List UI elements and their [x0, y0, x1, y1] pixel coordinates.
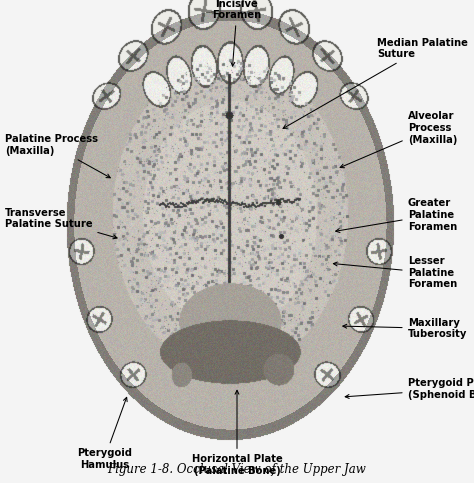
Text: Incisive
Foramen: Incisive Foramen	[212, 0, 262, 66]
Text: Greater
Palatine
Foramen: Greater Palatine Foramen	[336, 199, 457, 232]
Text: Transverse
Palatine Suture: Transverse Palatine Suture	[5, 208, 117, 239]
Text: Figure 1-8. Occlusal View of the Upper Jaw: Figure 1-8. Occlusal View of the Upper J…	[108, 463, 366, 476]
Text: Maxillary
Tuberosity: Maxillary Tuberosity	[343, 318, 467, 339]
Text: Median Palatine
Suture: Median Palatine Suture	[283, 38, 468, 128]
Text: Lesser
Palatine
Foramen: Lesser Palatine Foramen	[333, 256, 457, 289]
Text: Palatine Process
(Maxilla): Palatine Process (Maxilla)	[5, 134, 110, 178]
Text: Horizontal Plate
(Palatine Bone): Horizontal Plate (Palatine Bone)	[191, 390, 283, 476]
Text: Alveolar
Process
(Maxilla): Alveolar Process (Maxilla)	[340, 112, 457, 168]
Text: Pterygoid
Hamulus: Pterygoid Hamulus	[77, 398, 132, 470]
Text: Pterygoid Process
(Sphenoid Bone): Pterygoid Process (Sphenoid Bone)	[345, 378, 474, 399]
